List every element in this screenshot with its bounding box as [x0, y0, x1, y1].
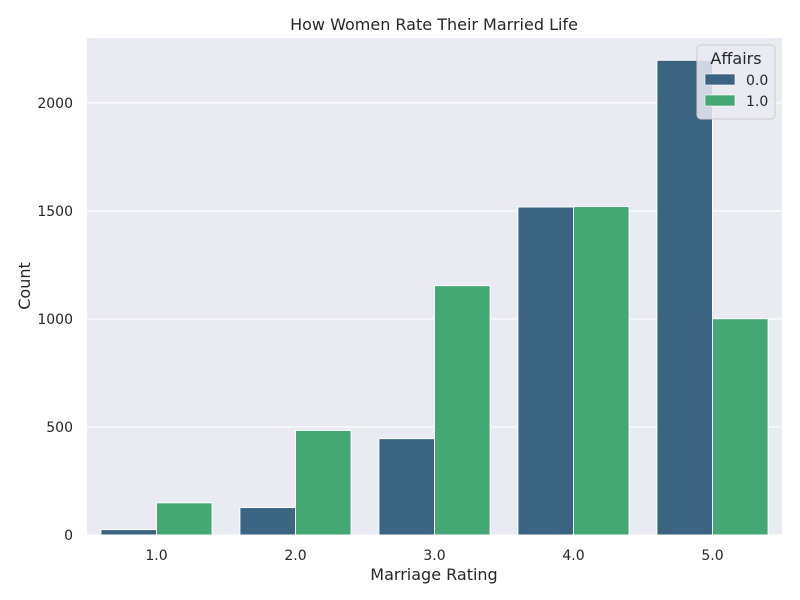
- x-tick-label: 1.0: [145, 548, 167, 564]
- bar-1-0-5-0: [712, 318, 769, 536]
- legend-swatch: [704, 73, 736, 86]
- x-axis-ticks: 1.0 2.0 3.0 4.0 5.0: [145, 548, 723, 564]
- bar-1-0-4-0: [573, 206, 630, 536]
- x-tick-label: 3.0: [423, 548, 445, 564]
- bar-0-0-2-0: [239, 507, 296, 536]
- legend-title: Affairs: [710, 49, 761, 68]
- legend-label: 1.0: [746, 94, 768, 110]
- bar-0-0-4-0: [517, 206, 575, 536]
- bar-1-0-2-0: [295, 429, 352, 536]
- y-tick-label: 1000: [37, 312, 73, 328]
- bar-1-0-1-0: [156, 502, 213, 536]
- bar-0-0-5-0: [656, 59, 714, 536]
- bars: [100, 59, 769, 536]
- x-tick-label: 4.0: [562, 548, 584, 564]
- bar-1-0-3-0: [434, 285, 491, 536]
- y-tick-label: 1500: [37, 204, 73, 220]
- x-axis-label: Marriage Rating: [370, 565, 497, 584]
- bar-0-0-3-0: [378, 438, 435, 536]
- y-axis-label: Count: [15, 262, 34, 310]
- y-tick-label: 0: [64, 528, 73, 544]
- bar-0-0-1-0: [100, 529, 157, 536]
- y-tick-label: 500: [46, 420, 73, 436]
- legend: Affairs 0.01.0: [696, 44, 776, 120]
- y-axis-ticks: 0 500 1000 1500 2000: [37, 96, 73, 544]
- legend-label: 0.0: [746, 73, 768, 89]
- y-tick-label: 2000: [37, 96, 73, 112]
- x-tick-label: 2.0: [284, 548, 306, 564]
- chart-title: How Women Rate Their Married Life: [290, 15, 578, 34]
- legend-swatch: [704, 94, 736, 107]
- legend-items: 0.01.0: [704, 73, 768, 110]
- x-tick-label: 5.0: [701, 548, 723, 564]
